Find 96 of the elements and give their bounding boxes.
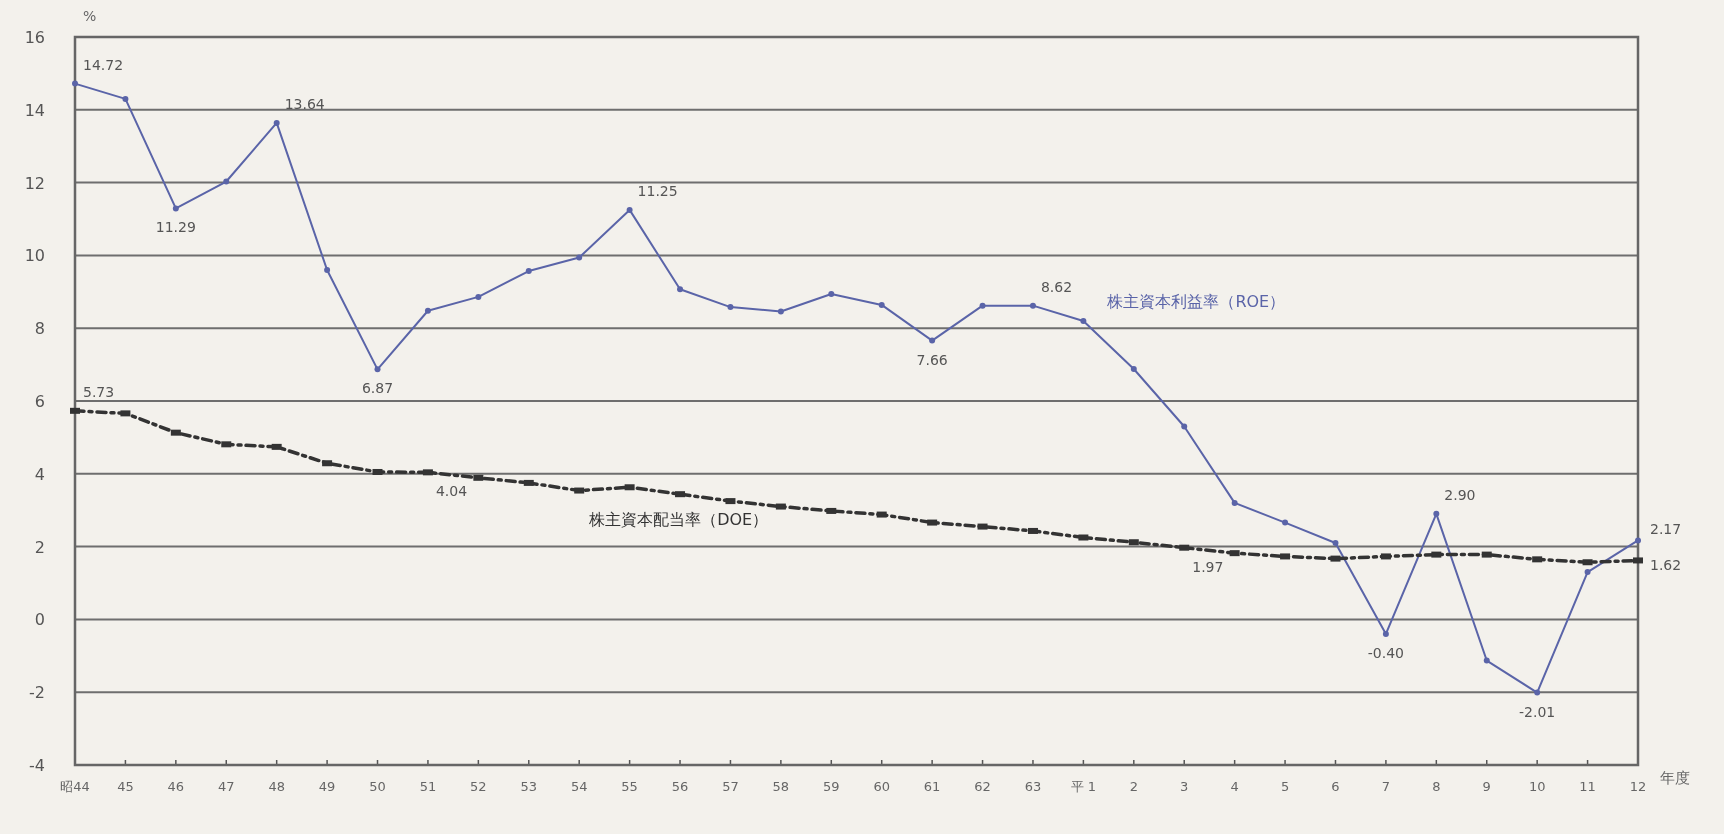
data-label: 1.97 bbox=[1192, 558, 1224, 575]
point bbox=[828, 290, 835, 297]
point bbox=[929, 337, 936, 344]
data-label: -2.01 bbox=[1519, 703, 1556, 720]
data-label: 2.90 bbox=[1444, 486, 1476, 503]
data-label: 11.29 bbox=[155, 219, 196, 236]
point bbox=[1633, 557, 1643, 564]
y-tick-label: 14 bbox=[24, 100, 45, 120]
y-tick-label: 12 bbox=[24, 173, 45, 193]
point bbox=[424, 307, 431, 314]
point bbox=[777, 308, 784, 315]
x-tick-label: 56 bbox=[671, 779, 689, 794]
y-tick-label: -2 bbox=[29, 683, 45, 703]
data-label: 2.17 bbox=[1650, 521, 1682, 538]
x-tick-label: 10 bbox=[1528, 779, 1546, 794]
point bbox=[979, 302, 986, 309]
point bbox=[324, 266, 331, 273]
y-axis-title: % bbox=[83, 8, 97, 24]
data-label: 5.73 bbox=[83, 383, 115, 400]
point bbox=[677, 286, 684, 293]
point bbox=[1635, 537, 1641, 544]
point bbox=[576, 254, 583, 261]
data-label: 4.04 bbox=[435, 483, 468, 500]
point bbox=[727, 304, 734, 311]
x-tick-label: 50 bbox=[369, 779, 386, 794]
x-tick-label: 5 bbox=[1280, 779, 1290, 794]
x-tick-label: 46 bbox=[167, 779, 185, 794]
point bbox=[878, 301, 885, 308]
x-tick-label: 45 bbox=[117, 779, 134, 794]
y-tick-label: 6 bbox=[34, 392, 45, 411]
x-tick-label: 11 bbox=[1579, 779, 1596, 794]
x-tick-label: 51 bbox=[419, 779, 437, 794]
x-tick-label: 48 bbox=[268, 779, 285, 794]
x-axis-title: 年度 bbox=[1660, 769, 1690, 787]
x-tick-label: 63 bbox=[1024, 779, 1042, 794]
point bbox=[1282, 519, 1289, 526]
data-label: 6.87 bbox=[361, 380, 394, 397]
y-tick-label: 8 bbox=[34, 319, 45, 339]
point bbox=[1181, 423, 1188, 430]
y-tick-label: 10 bbox=[24, 246, 45, 266]
point bbox=[374, 366, 381, 373]
point bbox=[172, 205, 179, 212]
data-label: 8.62 bbox=[1040, 278, 1073, 295]
series-label: 株主資本配当率（DOE） bbox=[588, 509, 769, 529]
y-tick-label: 2 bbox=[34, 537, 45, 557]
point bbox=[1483, 657, 1490, 664]
x-tick-label: 平 1 bbox=[1070, 779, 1097, 794]
data-label: 7.66 bbox=[916, 351, 948, 368]
point bbox=[1130, 365, 1137, 372]
x-tick-label: 昭44 bbox=[60, 779, 90, 794]
data-label: 13.64 bbox=[284, 95, 325, 112]
point bbox=[122, 95, 129, 102]
point bbox=[1382, 630, 1389, 637]
point bbox=[1029, 302, 1036, 309]
x-tick-label: 55 bbox=[621, 779, 638, 794]
x-tick-label: 59 bbox=[823, 779, 840, 794]
x-tick-label: 61 bbox=[923, 779, 941, 794]
point bbox=[1231, 499, 1238, 506]
point bbox=[475, 293, 482, 300]
x-tick-label: 4 bbox=[1230, 779, 1239, 794]
x-tick-label: 2 bbox=[1129, 779, 1138, 794]
y-tick-label: 0 bbox=[34, 610, 45, 630]
point bbox=[626, 206, 633, 213]
y-tick-label: 4 bbox=[34, 464, 45, 484]
x-tick-label: 8 bbox=[1432, 779, 1441, 794]
data-label: 11.25 bbox=[637, 182, 678, 199]
data-label: 14.72 bbox=[83, 56, 124, 73]
data-label: 1.62 bbox=[1650, 557, 1682, 574]
point bbox=[273, 119, 280, 126]
point bbox=[525, 268, 532, 275]
data-label: -0.40 bbox=[1367, 644, 1405, 661]
point bbox=[1080, 317, 1087, 324]
point bbox=[1584, 569, 1591, 576]
y-tick-label: 16 bbox=[24, 28, 45, 47]
point bbox=[1534, 689, 1541, 696]
x-tick-label: 7 bbox=[1381, 779, 1391, 794]
series-label: 株主資本利益率（ROE） bbox=[1106, 291, 1286, 311]
point bbox=[223, 178, 230, 185]
x-tick-label: 54 bbox=[570, 779, 588, 794]
x-tick-label: 9 bbox=[1482, 779, 1491, 794]
x-tick-label: 57 bbox=[722, 779, 739, 794]
x-tick-label: 60 bbox=[873, 779, 890, 794]
x-tick-label: 49 bbox=[318, 779, 336, 794]
point bbox=[70, 407, 80, 414]
x-tick-label: 12 bbox=[1629, 779, 1647, 794]
point bbox=[72, 80, 78, 87]
x-tick-label: 6 bbox=[1331, 779, 1340, 794]
x-tick-label: 52 bbox=[470, 779, 487, 794]
point bbox=[1433, 510, 1440, 517]
x-tick-label: 58 bbox=[772, 779, 790, 794]
x-tick-label: 3 bbox=[1180, 779, 1189, 794]
point bbox=[1332, 539, 1339, 546]
y-tick-label: -4 bbox=[29, 756, 45, 775]
x-tick-label: 62 bbox=[974, 779, 991, 794]
x-tick-label: 47 bbox=[217, 779, 235, 794]
x-tick-label: 53 bbox=[520, 779, 538, 794]
